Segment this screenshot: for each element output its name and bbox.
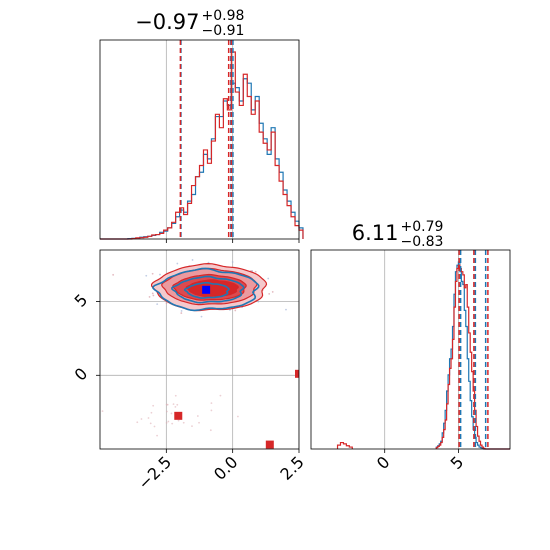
scatter-2d-outlier-point [171,422,174,425]
scatter-2d-outlier-point [165,421,168,424]
scatter-2d-outlier-point [153,425,156,428]
scatter-2d-outlier-point [196,415,199,417]
scatter-2d-outlier-point [176,403,179,406]
x0-tick-label: 0.0 [210,452,241,483]
scatter-2d-outlier-point [170,412,173,415]
contour-blue-inner [183,281,230,299]
scatter-2d-point [267,277,270,280]
hist-x0-frame [99,39,300,240]
scatter-2d-outlier-point [210,409,213,412]
y1-tick-label: 0 [71,364,92,385]
scatter-2d-outlier-point [150,411,153,414]
scatter-2d-outlier-point [191,425,193,428]
scatter-2d-outlier-point [147,417,150,419]
scatter-2d-outlier-point [152,404,155,407]
x0-tick-label: −2.5 [134,452,175,493]
scatter-2d-blue-square [202,285,211,294]
scatter-2d-point [148,296,151,298]
scatter-2d-red-square [265,440,274,449]
param-0-title: −0.97 +0.98−0.91 [135,8,244,39]
scatter-2d-point [151,292,154,295]
scatter-2d-point [231,261,234,263]
hist-x1-background [311,250,510,449]
param-0-title-minus: −0.91 [202,23,245,39]
scatter-2d-outlier-point [237,415,239,418]
scatter-2d-point [145,274,148,277]
scatter-2d-point [151,272,154,275]
param-1-title: 6.11 +0.79−0.83 [352,219,444,250]
scatter-2d-point [159,273,161,276]
scatter-2d-point [180,310,183,312]
param-0-title-plus: +0.98 [202,8,245,24]
param-0-title-value: −0.97 [135,10,199,34]
hist-x1-frame [310,249,511,450]
contour-blue-outer [152,267,260,312]
scatter-2d-point [200,315,203,318]
scatter-2d-outlier-point [219,394,222,397]
hist-x0-red-series [100,51,304,240]
x1-tick-label: 5 [447,452,468,473]
scatter-2d-point [285,308,287,311]
scatter-2d-point [180,312,183,314]
scatter-2d-point [271,291,274,293]
scatter-2d-frame [99,249,300,450]
scatter-2d-outlier-point [167,420,170,423]
scatter-2d-outlier-point [136,421,139,424]
scatter-2d-outlier-point [198,421,200,424]
scatter-2d-outlier-point [172,403,175,406]
scatter-2d-point [268,292,271,295]
scatter-2d-red-square [295,369,299,378]
scatter-2d-outlier-point [149,422,152,425]
scatter-2d-outlier-point [166,410,168,413]
scatter-2d-point [254,270,257,273]
scatter-2d-outlier-point [182,421,185,424]
scatter-2d-outlier-point [174,405,177,408]
scatter-2d-outlier-point [174,394,177,397]
scatter-2d-outlier-point [140,418,143,420]
scatter-2d-point [152,294,155,297]
scatter-2d-red-square [174,411,183,420]
scatter-2d-outlier-point [165,403,168,406]
scatter-2d-outlier-point [210,402,213,405]
x0-tick-label: 2.5 [276,452,307,483]
x1-tick-label: 0 [373,452,394,473]
scatter-2d-point [112,273,115,276]
scatter-2d-point [165,302,168,304]
scatter-2d-outlier-point [209,429,212,432]
contour-blue-mid [171,275,245,304]
param-1-title-plus: +0.79 [401,219,444,235]
scatter-2d-point [191,259,194,261]
scatter-2d-point [176,262,179,265]
hist-x1-red-outlier-bins [336,441,353,449]
scatter-2d-outlier-point [156,434,158,437]
scatter-2d-point [257,300,260,303]
y1-tick-label: 5 [71,290,92,311]
scatter-2d-point [234,309,237,312]
hist-x0-background [100,40,299,239]
scatter-2d-outlier-point [177,419,180,422]
scatter-2d-outlier-point [101,410,104,413]
param-1-title-value: 6.11 [352,221,399,245]
scatter-2d-point [156,303,159,306]
param-1-title-minus: −0.83 [401,234,444,250]
